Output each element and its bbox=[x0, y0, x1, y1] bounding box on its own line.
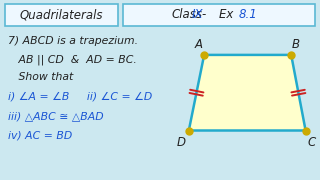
FancyBboxPatch shape bbox=[123, 4, 315, 26]
Text: B: B bbox=[292, 39, 300, 51]
Text: IX: IX bbox=[191, 8, 203, 21]
Text: iii) △ABC ≅ △BAD: iii) △ABC ≅ △BAD bbox=[8, 111, 104, 121]
Text: iv) AC = BD: iv) AC = BD bbox=[8, 131, 72, 141]
Text: AB || CD  &  AD = BC.: AB || CD & AD = BC. bbox=[8, 54, 137, 65]
Text: i) ∠A = ∠B     ii) ∠C = ∠D: i) ∠A = ∠B ii) ∠C = ∠D bbox=[8, 91, 152, 101]
Text: Class-: Class- bbox=[171, 8, 206, 21]
Text: Show that: Show that bbox=[8, 72, 73, 82]
Text: Ex: Ex bbox=[204, 8, 237, 21]
Text: A: A bbox=[195, 39, 203, 51]
Text: D: D bbox=[176, 136, 185, 149]
Text: Quadrilaterals: Quadrilaterals bbox=[20, 8, 103, 21]
Text: 7) ABCD is a trapezium.: 7) ABCD is a trapezium. bbox=[8, 35, 138, 46]
Text: 8.1: 8.1 bbox=[238, 8, 257, 21]
Text: C: C bbox=[307, 136, 316, 149]
FancyBboxPatch shape bbox=[5, 4, 118, 26]
Polygon shape bbox=[189, 55, 306, 130]
